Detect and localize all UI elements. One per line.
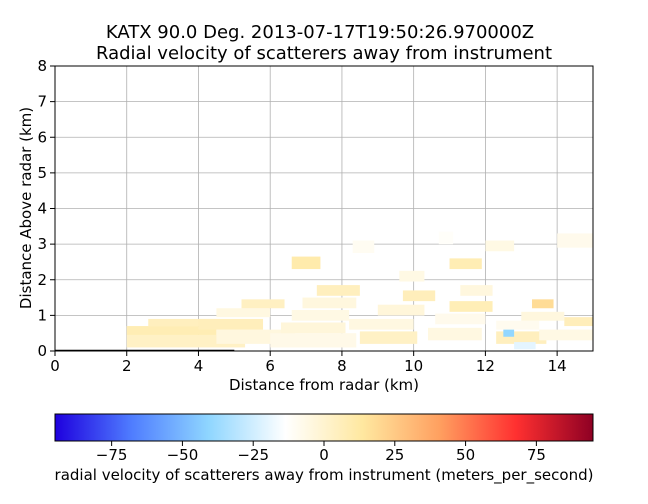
velocity-cell — [216, 308, 271, 318]
x-tick-label: 4 — [194, 357, 204, 375]
velocity-cell — [198, 318, 264, 330]
velocity-cell — [359, 331, 418, 344]
x-tick-label: 0 — [50, 357, 60, 375]
velocity-cell — [435, 313, 486, 325]
colorbar-tick-label: 50 — [456, 446, 475, 464]
colorbar-tick-label: 0 — [319, 446, 329, 464]
velocity-cell — [302, 297, 357, 309]
y-tick-label: 3 — [37, 235, 47, 253]
velocity-cell — [539, 329, 593, 341]
velocity-cell — [485, 240, 515, 252]
colorbar-tick-label: 25 — [385, 446, 404, 464]
y-tick-label: 7 — [37, 93, 47, 111]
velocity-cell — [521, 311, 565, 321]
x-axis-label: Distance from radar (km) — [229, 376, 419, 394]
velocity-cell — [503, 329, 515, 337]
y-tick-label: 5 — [37, 164, 47, 182]
velocity-cell — [291, 256, 321, 270]
velocity-cell — [514, 342, 536, 350]
x-tick-label: 14 — [548, 357, 567, 375]
velocity-cell — [126, 334, 246, 348]
y-tick-label: 1 — [37, 306, 47, 324]
velocity-cell — [532, 299, 554, 309]
y-tick-label: 0 — [37, 342, 47, 360]
velocity-cell — [496, 320, 540, 330]
velocity-cell — [377, 304, 425, 316]
velocity-cell — [428, 327, 482, 341]
velocity-cell — [270, 333, 357, 348]
y-axis-ticks: 0 1 2 3 4 5 6 7 8 — [37, 57, 55, 360]
chart-title-line-2: Radial velocity of scatterers away from … — [96, 43, 552, 64]
velocity-cell — [449, 301, 493, 312]
colorbar: −75 −50 −25 0 25 50 75 radial velocity of scat… — [54, 413, 594, 485]
velocity-cell — [438, 231, 454, 245]
x-tick-label: 12 — [476, 357, 495, 375]
y-tick-label: 8 — [37, 57, 47, 75]
velocity-cell — [148, 318, 220, 327]
y-tick-label: 2 — [37, 271, 47, 289]
chart-title-line-1: KATX 90.0 Deg. 2013-07-17T19:50:26.97000… — [106, 22, 534, 43]
velocity-cell — [449, 258, 482, 270]
x-tick-label: 6 — [265, 357, 275, 375]
y-tick-label: 4 — [37, 200, 47, 218]
x-axis-ticks: 0 2 4 6 8 10 12 14 — [50, 351, 567, 375]
colorbar-label: radial velocity of scatterers away from … — [55, 466, 594, 485]
velocity-cell — [460, 285, 493, 296]
x-tick-label: 2 — [122, 357, 132, 375]
y-axis-label: Distance Above radar (km) — [17, 107, 35, 309]
x-tick-label: 8 — [337, 357, 347, 375]
y-tick-label: 6 — [37, 128, 47, 146]
velocity-cell — [316, 285, 360, 296]
velocity-cell — [349, 318, 414, 330]
velocity-cell — [402, 290, 436, 302]
colorbar-ticks: −75 −50 −25 0 25 50 75 — [96, 441, 546, 464]
velocity-cells — [126, 231, 593, 350]
velocity-cell — [291, 310, 350, 321]
velocity-cell — [564, 317, 593, 327]
velocity-cell — [399, 270, 425, 282]
velocity-cell — [280, 322, 346, 334]
colorbar-tick-label: −25 — [237, 446, 269, 464]
velocity-cell — [557, 233, 593, 248]
colorbar-tick-label: −50 — [167, 446, 199, 464]
velocity-cell — [126, 326, 217, 335]
x-tick-label: 10 — [404, 357, 423, 375]
colorbar-tick-label: 75 — [527, 446, 546, 464]
velocity-cell — [241, 299, 285, 309]
colorbar-gradient — [54, 413, 594, 442]
velocity-cell — [352, 240, 375, 254]
colorbar-tick-label: −75 — [96, 446, 128, 464]
